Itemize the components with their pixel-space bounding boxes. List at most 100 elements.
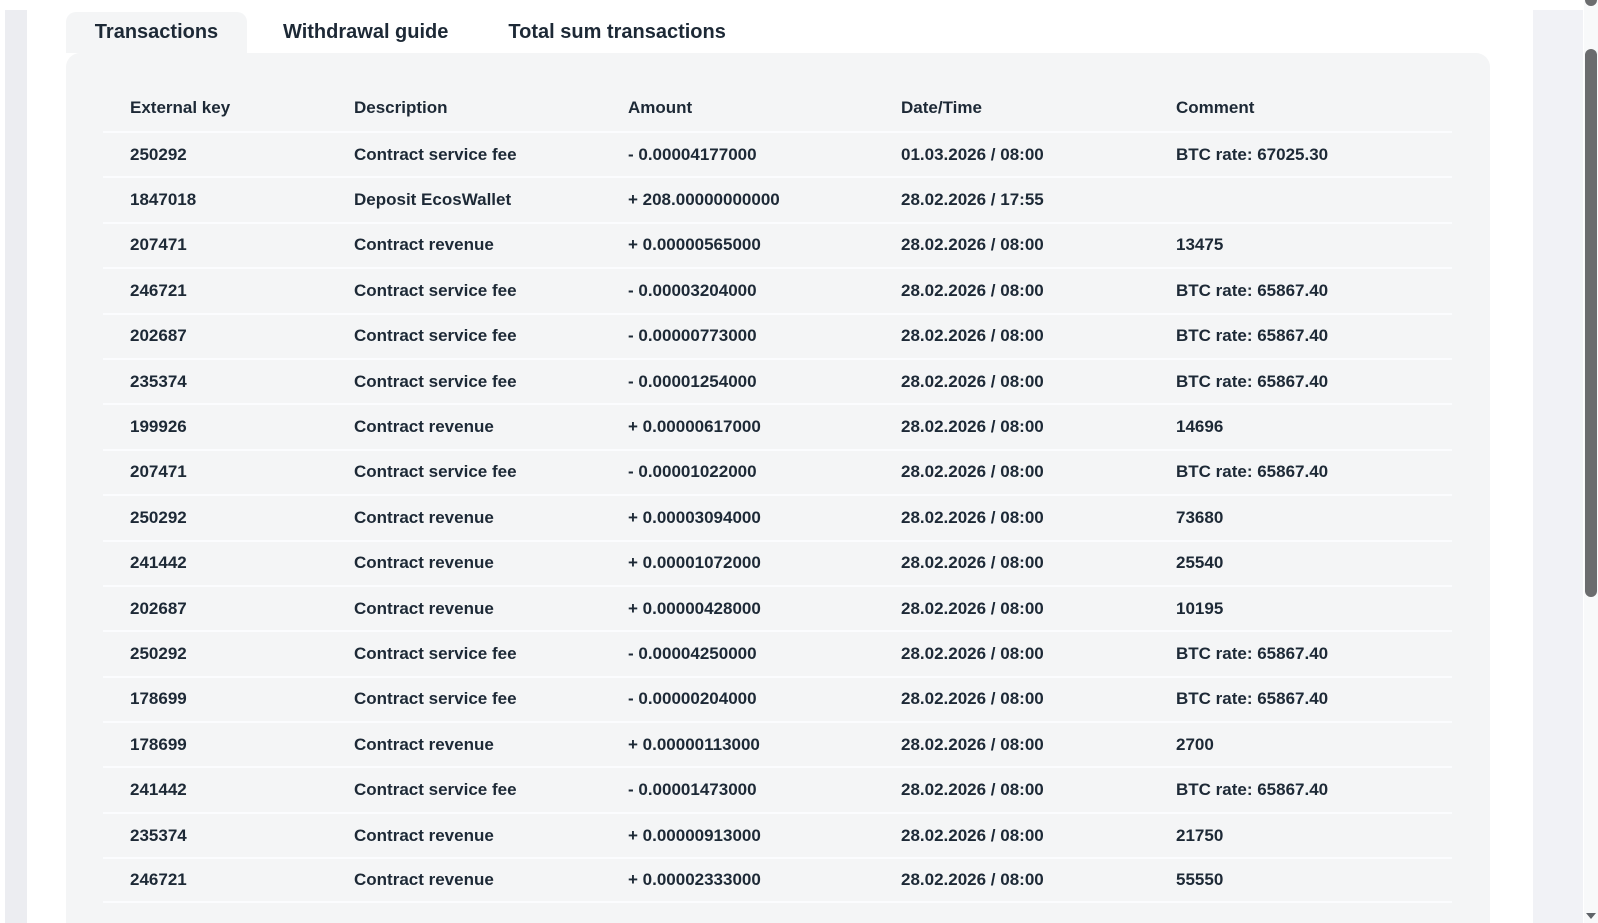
- right-gutter-strip: [1533, 10, 1583, 923]
- cell-external-key: 250292: [130, 507, 187, 527]
- cell-external-key: 207471: [130, 235, 187, 255]
- cell-comment: 73680: [1176, 507, 1224, 527]
- cell-datetime: 28.02.2026 / 17:55: [901, 190, 1044, 210]
- cell-description: Contract revenue: [354, 507, 494, 527]
- cell-amount: - 0.00001022000: [628, 462, 757, 482]
- cell-comment: 14696: [1176, 417, 1224, 437]
- cell-external-key: 241442: [130, 553, 187, 573]
- cell-amount: - 0.00004177000: [628, 144, 757, 164]
- vertical-scrollbar[interactable]: [1584, 0, 1598, 923]
- table-row: 207471 Contract service fee - 0.00001022…: [103, 448, 1452, 494]
- column-header-comment: Comment: [1176, 98, 1255, 117]
- cell-external-key: 202687: [130, 598, 187, 618]
- table-row: 235374 Contract service fee - 0.00001254…: [103, 357, 1452, 403]
- cell-description: Contract service fee: [354, 326, 517, 346]
- cell-external-key: 207471: [130, 462, 187, 482]
- cell-external-key: 241442: [130, 780, 187, 800]
- cell-amount: + 0.00000428000: [628, 598, 761, 618]
- cell-amount: + 0.00000113000: [628, 734, 760, 754]
- cell-external-key: 250292: [130, 643, 187, 663]
- cell-external-key: 178699: [130, 734, 187, 754]
- cell-external-key: 178699: [130, 689, 187, 709]
- cell-datetime: 28.02.2026 / 08:00: [901, 825, 1044, 845]
- cell-comment: BTC rate: 65867.40: [1176, 689, 1329, 709]
- table-row: 199926 Contract revenue + 0.00000617000 …: [103, 403, 1452, 448]
- table-row: 250292 Contract revenue + 0.00003094000 …: [103, 494, 1452, 539]
- cell-datetime: 28.02.2026 / 08:00: [901, 734, 1044, 754]
- cell-external-key: 199926: [130, 417, 187, 437]
- cell-description: Contract revenue: [354, 598, 494, 618]
- table-row: 241442 Contract revenue + 0.00001072000 …: [103, 539, 1452, 585]
- cell-comment: BTC rate: 65867.40: [1176, 371, 1329, 391]
- cell-external-key: 235374: [130, 371, 187, 391]
- cell-amount: - 0.00001254000: [628, 371, 757, 391]
- tab-bar: Transactions Withdrawal guide Total sum …: [66, 12, 726, 53]
- cell-external-key: 202687: [130, 326, 187, 346]
- cell-external-key: 235374: [130, 825, 187, 845]
- tab-withdrawal-guide[interactable]: Withdrawal guide: [283, 21, 449, 43]
- cell-datetime: 28.02.2026 / 08:00: [901, 598, 1044, 618]
- transactions-table: External key Description Amount Date/Tim…: [103, 53, 1452, 903]
- cell-description: Contract service fee: [354, 280, 517, 300]
- table-row: 250292 Contract service fee - 0.00004177…: [103, 131, 1452, 176]
- cell-amount: + 208.00000000000: [628, 190, 780, 210]
- table-row: 202687 Contract revenue + 0.00000428000 …: [103, 584, 1452, 630]
- cell-datetime: 28.02.2026 / 08:00: [901, 689, 1044, 709]
- cell-external-key: 246721: [130, 869, 187, 889]
- cell-comment: 2700: [1176, 734, 1214, 754]
- cell-comment: 25540: [1176, 553, 1224, 573]
- cell-description: Contract revenue: [354, 553, 494, 573]
- column-header-amount: Amount: [628, 98, 693, 117]
- cell-amount: + 0.00001072000: [628, 553, 761, 573]
- cell-description: Contract service fee: [354, 371, 517, 391]
- table-row: 178699 Contract service fee - 0.00000204…: [103, 675, 1452, 721]
- tab-total-sum-transactions[interactable]: Total sum transactions: [508, 21, 726, 43]
- cell-comment: BTC rate: 65867.40: [1176, 326, 1329, 346]
- cell-datetime: 28.02.2026 / 08:00: [901, 280, 1044, 300]
- cell-description: Contract service fee: [354, 780, 517, 800]
- cell-datetime: 28.02.2026 / 08:00: [901, 326, 1044, 346]
- cell-description: Contract revenue: [354, 417, 494, 437]
- cell-external-key: 250292: [130, 144, 187, 164]
- column-header-datetime: Date/Time: [901, 98, 982, 117]
- scrollbar-top-sliver: [1585, 0, 1597, 6]
- cell-comment: 13475: [1176, 235, 1224, 255]
- cell-comment: BTC rate: 65867.40: [1176, 643, 1329, 663]
- cell-datetime: 28.02.2026 / 08:00: [901, 371, 1044, 391]
- scrollbar-down-button[interactable]: [1584, 909, 1598, 923]
- cell-amount: - 0.00000204000: [628, 689, 757, 709]
- cell-description: Deposit EcosWallet: [354, 190, 512, 210]
- table-row: 250292 Contract service fee - 0.00004250…: [103, 630, 1452, 675]
- column-header-external-key: External key: [130, 98, 231, 117]
- cell-datetime: 01.03.2026 / 08:00: [901, 144, 1044, 164]
- table-row: 207471 Contract revenue + 0.00000565000 …: [103, 221, 1452, 267]
- tab-transactions[interactable]: Transactions: [66, 12, 247, 53]
- tab-label: Transactions: [94, 21, 219, 43]
- cell-amount: + 0.00002333000: [628, 869, 761, 889]
- cell-datetime: 28.02.2026 / 08:00: [901, 417, 1044, 437]
- cell-description: Contract revenue: [354, 734, 494, 754]
- cell-description: Contract service fee: [354, 462, 517, 482]
- cell-datetime: 28.02.2026 / 08:00: [901, 553, 1044, 573]
- cell-comment: BTC rate: 65867.40: [1176, 780, 1329, 800]
- cell-amount: - 0.00000773000: [628, 326, 757, 346]
- window-edge-strip: [5, 10, 27, 923]
- cell-datetime: 28.02.2026 / 08:00: [901, 869, 1044, 889]
- table-row: 246721 Contract revenue + 0.00002333000 …: [103, 857, 1452, 903]
- scrollbar-thumb[interactable]: [1585, 49, 1597, 597]
- cell-amount: + 0.00000565000: [628, 235, 761, 255]
- table-body: 250292 Contract service fee - 0.00004177…: [103, 131, 1452, 903]
- cell-amount: + 0.00000617000: [628, 417, 761, 437]
- cell-datetime: 28.02.2026 / 08:00: [901, 462, 1044, 482]
- table-row: 1847018 Deposit EcosWallet + 208.0000000…: [103, 176, 1452, 221]
- table-row: 235374 Contract revenue + 0.00000913000 …: [103, 811, 1452, 857]
- table-row: 241442 Contract service fee - 0.00001473…: [103, 766, 1452, 811]
- table-row: 178699 Contract revenue + 0.00000113000 …: [103, 721, 1452, 766]
- cell-external-key: 246721: [130, 280, 187, 300]
- cell-description: Contract service fee: [354, 689, 517, 709]
- cell-amount: - 0.00004250000: [628, 643, 757, 663]
- cell-datetime: 28.02.2026 / 08:00: [901, 235, 1044, 255]
- cell-description: Contract service fee: [354, 144, 517, 164]
- table-row: 202687 Contract service fee - 0.00000773…: [103, 312, 1452, 358]
- cell-external-key: 1847018: [130, 190, 197, 210]
